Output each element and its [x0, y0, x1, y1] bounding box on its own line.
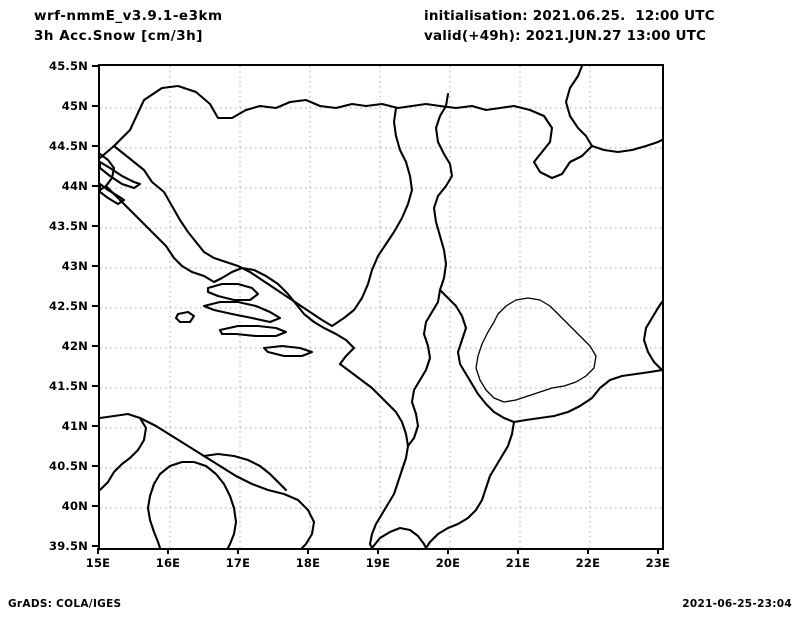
- y-axis-label: 40.5N: [49, 459, 88, 473]
- island-krk-cres: [100, 160, 142, 190]
- y-axis-label: 44.5N: [49, 139, 88, 153]
- x-axis-label: 15E: [85, 556, 111, 570]
- x-axis-tick: [97, 548, 99, 554]
- border-kosovo: [475, 297, 597, 403]
- x-axis-label: 22E: [575, 556, 601, 570]
- x-axis-tick: [376, 548, 379, 554]
- y-axis-tick: [92, 265, 98, 267]
- y-axis-tick: [92, 65, 98, 67]
- y-axis-tick: [92, 305, 98, 307]
- y-axis-label: 44N: [61, 179, 88, 193]
- island-peljesac-mljet: [262, 344, 314, 358]
- y-axis-tick: [92, 225, 98, 227]
- x-axis-tick: [516, 548, 519, 554]
- grads-attribution: GrADS: COLA/IGES: [8, 598, 122, 610]
- x-axis-tick: [166, 548, 169, 554]
- border-romania-east: [590, 138, 662, 154]
- coastline-italy-west: [146, 472, 162, 548]
- island-korcula: [218, 324, 288, 338]
- coastline-dalmatia: [104, 184, 356, 366]
- y-axis-tick: [92, 145, 98, 147]
- model-name-label: wrf-nmmE_v3.9.1-e3km: [34, 8, 223, 24]
- field-name-label: 3h Acc.Snow [cm/3h]: [34, 28, 203, 44]
- border-bulgaria-serbia: [642, 300, 662, 372]
- y-axis-tick: [92, 505, 98, 507]
- y-axis-label: 39.5N: [49, 539, 88, 553]
- x-axis-label: 19E: [365, 556, 391, 570]
- coastline-albania: [368, 444, 410, 548]
- valid-time-label: valid(+49h): 2021.JUN.27 13:00 UTC: [424, 28, 707, 44]
- x-axis-label: 20E: [435, 556, 461, 570]
- coastline-italy-gargano: [202, 452, 288, 492]
- border-albania-macedonia: [438, 288, 516, 424]
- x-axis-tick: [236, 548, 239, 554]
- border-bosnia-serbia: [432, 92, 454, 292]
- render-timestamp: 2021-06-25-23:04: [682, 598, 792, 610]
- map-plot-frame: [98, 64, 664, 550]
- y-axis-tick: [92, 345, 98, 347]
- y-axis-label: 43N: [61, 259, 88, 273]
- y-axis-tick: [92, 465, 98, 467]
- map-plot-area: [100, 66, 662, 548]
- y-axis-label: 41N: [61, 419, 88, 433]
- y-axis-label: 45N: [61, 99, 88, 113]
- y-axis-label: 42N: [61, 339, 88, 353]
- y-axis-label: 45.5N: [49, 59, 88, 73]
- y-axis-label: 41.5N: [49, 379, 88, 393]
- border-slovenia-croatia-hungary: [100, 84, 564, 180]
- island-vis: [174, 310, 196, 324]
- x-axis-tick: [446, 548, 449, 554]
- header-left: wrf-nmmE_v3.9.1-e3km 3h Acc.Snow [cm/3h]: [34, 6, 223, 46]
- island-brac: [206, 282, 260, 302]
- coastline-montenegro: [338, 362, 410, 448]
- gridlines: [100, 66, 662, 548]
- x-axis-tick: [306, 548, 309, 554]
- border-serbia-romania: [560, 66, 594, 176]
- y-axis-tick: [92, 385, 98, 387]
- x-axis-tick: [586, 548, 589, 554]
- y-axis-tick: [92, 545, 98, 547]
- y-axis-tick: [92, 425, 98, 427]
- x-axis-label: 21E: [505, 556, 531, 570]
- coastline-italy-adriatic: [100, 412, 148, 492]
- y-axis-tick: [92, 105, 98, 107]
- y-axis-label: 43.5N: [49, 219, 88, 233]
- border-bosnia-croatia: [330, 106, 414, 328]
- x-axis-label: 17E: [225, 556, 251, 570]
- header-right: initialisation: 2021.06.25. 12:00 UTC va…: [424, 6, 715, 46]
- border-macedonia-greece: [424, 420, 516, 548]
- coastlines-and-borders: [100, 66, 662, 548]
- x-axis-label: 16E: [155, 556, 181, 570]
- y-axis-label: 40N: [61, 499, 88, 513]
- border-montenegro-albania: [406, 288, 442, 448]
- island-hvar: [202, 300, 282, 324]
- border-slovenia-croatia-inner: [112, 144, 334, 328]
- coastline-italy-east: [138, 416, 316, 548]
- coastline-greece-north: [370, 526, 428, 548]
- y-axis-tick: [92, 185, 98, 187]
- initialisation-time-label: initialisation: 2021.06.25. 12:00 UTC: [424, 8, 715, 24]
- x-axis-tick: [656, 548, 659, 554]
- coastline-italy-south: [158, 460, 238, 548]
- x-axis-label: 23E: [645, 556, 671, 570]
- x-axis-label: 18E: [295, 556, 321, 570]
- border-serbia-macedonia: [512, 368, 662, 424]
- y-axis-label: 42.5N: [49, 299, 88, 313]
